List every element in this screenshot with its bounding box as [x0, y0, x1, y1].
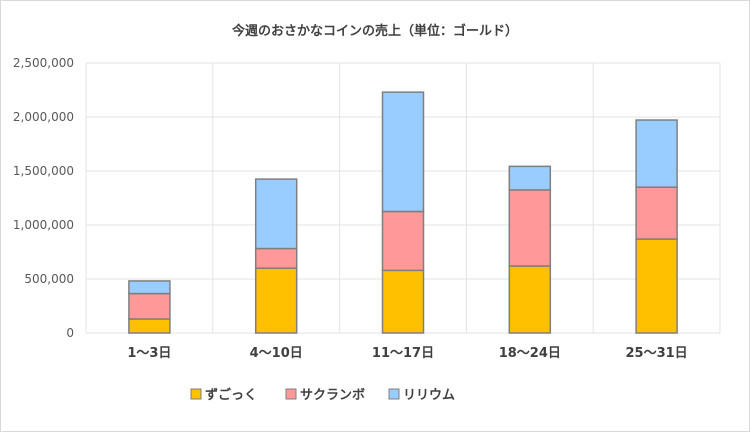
- x-tick-label: 18～24日: [499, 346, 561, 361]
- legend-label: サクランボ: [300, 387, 365, 403]
- bar-segment: [635, 186, 678, 240]
- bar-segment: [128, 280, 171, 295]
- y-tick-label: 500,000: [24, 272, 74, 286]
- y-axis-ticks: 0 500,000 1,000,000 1,500,000 2,000,000 2,500…: [13, 56, 74, 340]
- legend: ずごっく サクランボ リリウム: [190, 387, 455, 403]
- x-tick-label: 25～31日: [626, 346, 688, 361]
- bar-segment: [635, 238, 678, 334]
- bar-segment: [508, 189, 552, 267]
- y-tick-label: 2,000,000: [13, 110, 74, 124]
- x-axis-labels: 1～3日 4～10日 11～17日 18～24日 25～31日: [127, 346, 687, 361]
- bar-segment: [381, 210, 425, 272]
- legend-swatch: [388, 388, 400, 400]
- bar-segment: [381, 269, 425, 334]
- bars: [128, 91, 678, 334]
- chart-title: 今週のおさかなコインの売上（単位：ゴールド）: [231, 23, 518, 39]
- legend-swatch: [285, 388, 297, 400]
- legend-label: リリウム: [403, 388, 455, 403]
- bar-segment: [128, 292, 171, 320]
- bar-segment: [381, 91, 425, 213]
- y-tick-label: 2,500,000: [13, 56, 74, 70]
- bar-segment: [635, 119, 678, 188]
- legend-swatch: [190, 388, 202, 400]
- bar-segment: [254, 178, 298, 250]
- bar-segment: [254, 247, 298, 269]
- x-tick-label: 1～3日: [127, 346, 171, 361]
- legend-label: ずごっく: [205, 387, 257, 403]
- x-tick-label: 4～10日: [250, 346, 303, 361]
- y-tick-label: 0: [66, 326, 74, 340]
- y-tick-label: 1,000,000: [13, 218, 74, 232]
- bar-segment: [508, 265, 552, 334]
- x-tick-label: 11～17日: [372, 346, 434, 361]
- bar-segment: [128, 318, 171, 334]
- bar-segment: [254, 267, 298, 334]
- bar-segment: [508, 165, 552, 191]
- gridlines: [85, 62, 721, 334]
- y-tick-label: 1,500,000: [13, 164, 74, 178]
